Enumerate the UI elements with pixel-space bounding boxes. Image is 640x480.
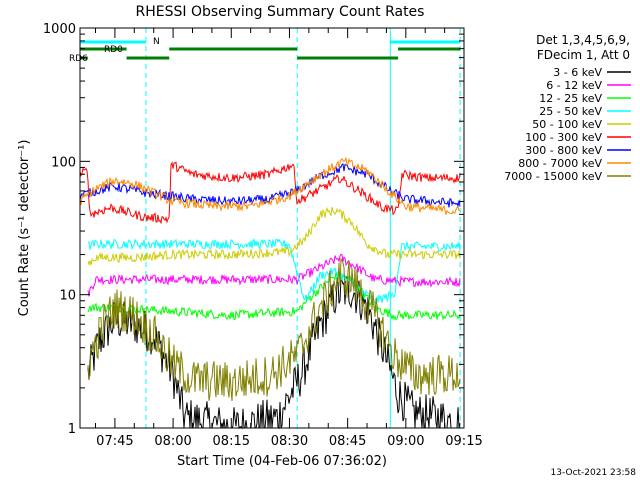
legend-label-1: 6 - 12 keV (546, 79, 602, 92)
y-tick-label: 1000 (43, 22, 76, 37)
legend-label-2: 12 - 25 keV (539, 92, 602, 105)
legend: Det 1,3,4,5,6,9, FDecim 1, Att 0 3 - 6 k… (504, 33, 631, 183)
x-tick-label: 07:45 (96, 434, 133, 449)
plot-frame (79, 27, 465, 429)
legend-label-7: 800 - 7000 keV (518, 157, 602, 170)
series-line-4 (87, 206, 461, 267)
series-line-5 (79, 161, 461, 225)
rd0-label: RD0 (104, 45, 123, 55)
plot-content: N RD0 RD6 (69, 28, 461, 430)
series-line-8 (87, 257, 461, 401)
x-tick-label: 08:00 (154, 434, 191, 449)
chart-title: RHESSI Observing Summary Count Rates (136, 4, 425, 20)
x-axis-label: Start Time (04-Feb-06 07:36:02) (177, 454, 387, 469)
legend-label-0: 3 - 6 keV (553, 66, 602, 79)
x-tick-label: 08:45 (329, 434, 366, 449)
rd6-label: RD6 (69, 54, 88, 64)
series-line-6 (79, 163, 461, 209)
series-line-7 (79, 157, 461, 215)
axes: 1 10 100 1000 07:45 08:00 08:15 08:30 08:45 09:00… (43, 22, 483, 449)
series-line-1 (87, 253, 461, 297)
legend-label-3: 25 - 50 keV (539, 105, 602, 118)
series-line-2 (87, 271, 461, 322)
x-tick-label: 09:00 (387, 434, 424, 449)
night-label: N (153, 37, 160, 47)
legend-label-8: 7000 - 15000 keV (504, 170, 602, 183)
legend-header-2: FDecim 1, Att 0 (537, 48, 630, 62)
y-axis-label: Count Rate (s⁻¹ detector⁻¹) (17, 140, 32, 317)
timestamp: 13-Oct-2021 23:58 (551, 468, 637, 478)
y-tick-label: 1 (68, 422, 76, 437)
x-tick-label: 08:15 (213, 434, 250, 449)
x-tick-label: 09:15 (445, 434, 482, 449)
y-tick-label: 100 (51, 155, 76, 170)
x-tick-label: 08:30 (271, 434, 308, 449)
legend-header-1: Det 1,3,4,5,6,9, (536, 33, 630, 47)
series-line-3 (87, 238, 461, 304)
legend-label-4: 50 - 100 keV (532, 118, 602, 131)
y-tick-label: 10 (59, 289, 76, 304)
legend-label-5: 100 - 300 keV (525, 131, 602, 144)
legend-label-6: 300 - 800 keV (525, 144, 602, 157)
